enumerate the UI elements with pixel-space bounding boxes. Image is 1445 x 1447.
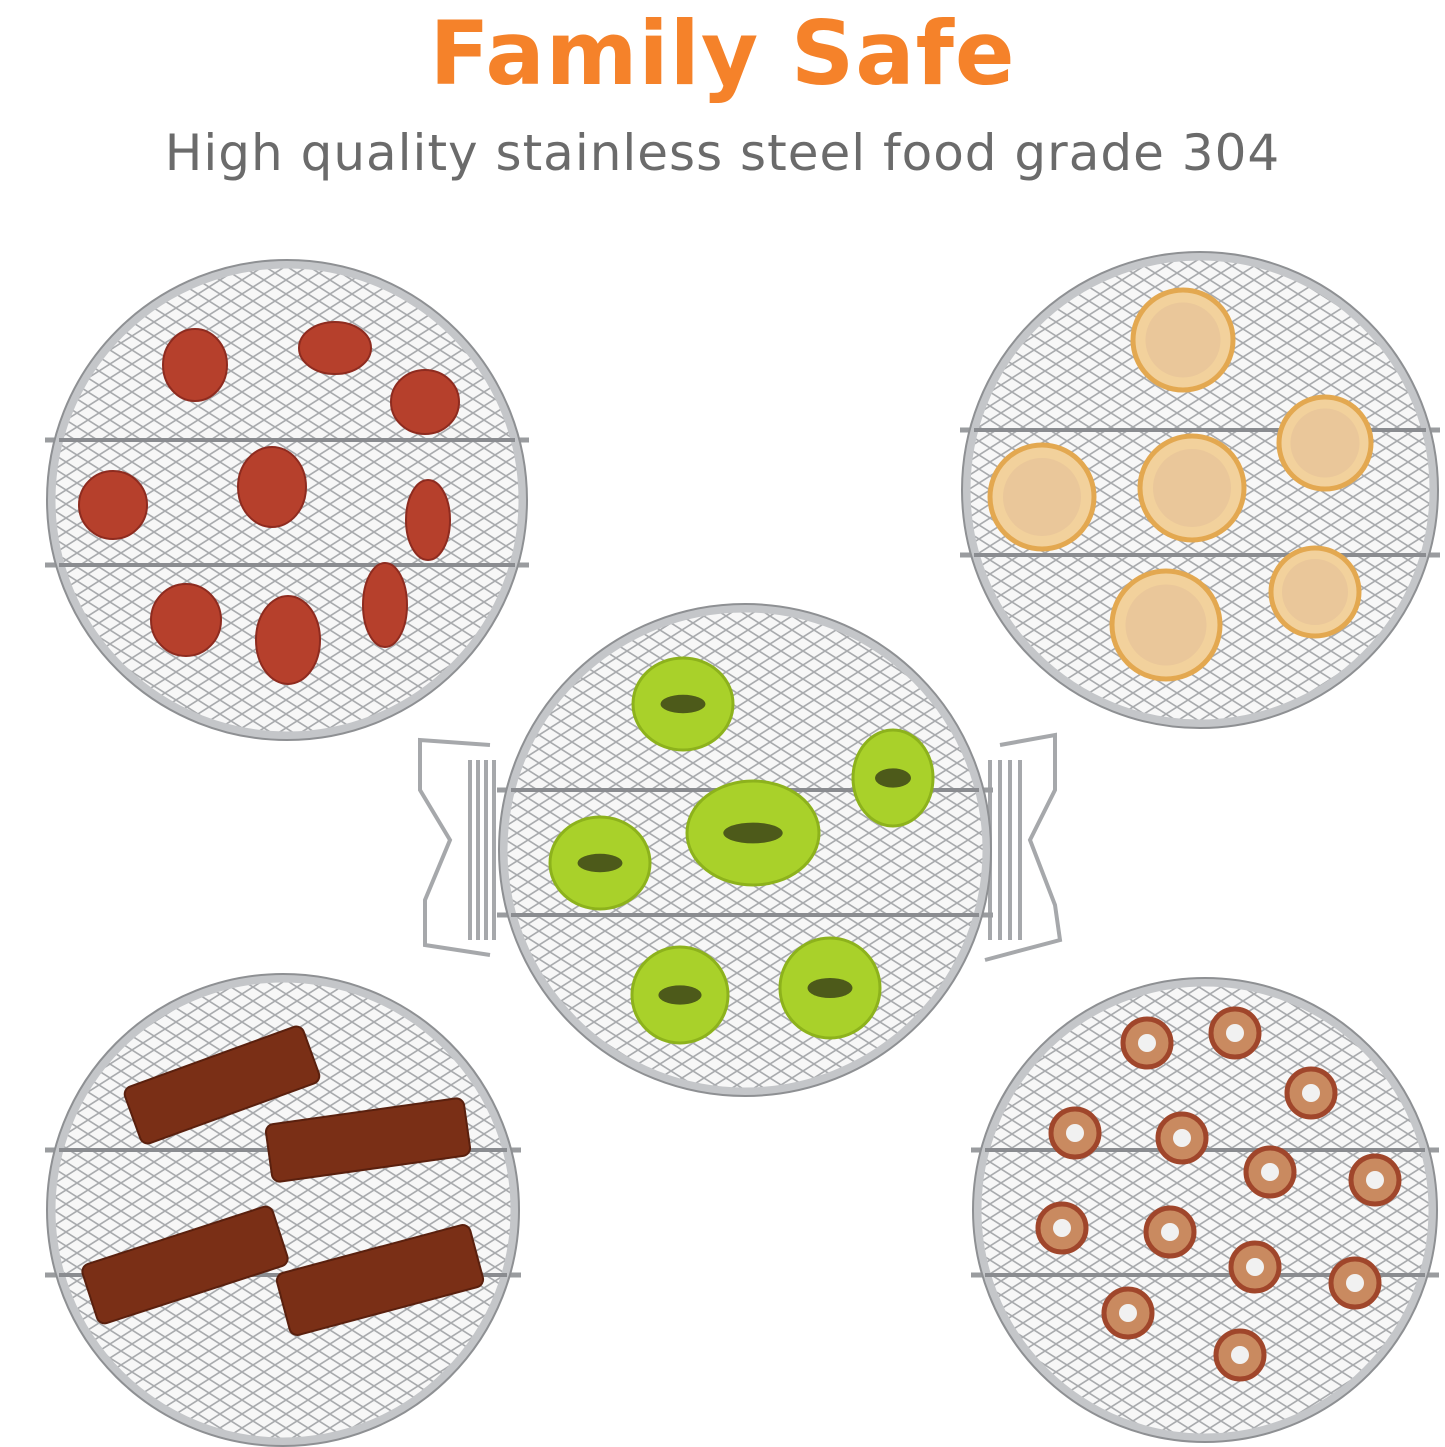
apple-ring-hole: [1161, 1223, 1179, 1241]
rack-apples: [971, 977, 1439, 1443]
lemon-flesh: [1290, 408, 1360, 478]
strawberry: [390, 369, 460, 435]
jerky-strip: [264, 1097, 472, 1183]
lemon-flesh: [1153, 449, 1231, 527]
headline: Family Safe: [429, 2, 1016, 105]
strawberry: [255, 595, 321, 685]
strawberry: [405, 479, 451, 561]
strawberry: [78, 470, 148, 540]
rack-strawberries: [45, 259, 529, 741]
apple-ring-hole: [1138, 1034, 1156, 1052]
rack-rim: [961, 251, 1439, 729]
kiwi-seeds: [658, 985, 702, 1005]
lemon-flesh: [1282, 559, 1348, 625]
kiwi-seeds: [660, 694, 706, 714]
apple-ring-hole: [1346, 1274, 1364, 1292]
apple-ring-hole: [1119, 1304, 1137, 1322]
lemon-flesh: [1003, 458, 1081, 536]
subheadline: High quality stainless steel food grade …: [164, 124, 1281, 182]
kiwi-seeds: [723, 822, 783, 844]
apple-ring-hole: [1366, 1171, 1384, 1189]
strawberry: [362, 562, 408, 648]
kiwi-seeds: [577, 853, 623, 873]
apple-ring-hole: [1173, 1129, 1191, 1147]
apple-ring-hole: [1226, 1024, 1244, 1042]
rack-jerky: [45, 973, 521, 1447]
jerky-strip: [275, 1224, 485, 1336]
rack-rim: [46, 259, 528, 741]
lemon-flesh: [1145, 302, 1221, 378]
apple-ring-hole: [1066, 1124, 1084, 1142]
jerky-strip: [81, 1205, 289, 1325]
strawberry: [298, 321, 372, 375]
rack-kiwi: [497, 603, 993, 1097]
strawberry: [162, 328, 228, 402]
apple-ring-hole: [1302, 1084, 1320, 1102]
kiwi-seeds: [875, 768, 911, 788]
rack-rim: [46, 973, 520, 1447]
apple-ring-hole: [1246, 1258, 1264, 1276]
strawberry: [237, 446, 307, 528]
right-handle: [984, 732, 1063, 962]
rack-rim: [498, 603, 992, 1097]
rack-lemons: [960, 251, 1440, 729]
kiwi-seeds: [807, 978, 853, 998]
left-handle: [418, 737, 491, 957]
rack-handles: [418, 732, 1063, 962]
strawberry: [150, 583, 222, 657]
rack-rim: [972, 977, 1438, 1443]
apple-ring-hole: [1053, 1219, 1071, 1237]
jerky-strip: [123, 1025, 321, 1145]
apple-ring-hole: [1261, 1163, 1279, 1181]
apple-ring-hole: [1231, 1346, 1249, 1364]
lemon-flesh: [1125, 584, 1207, 666]
